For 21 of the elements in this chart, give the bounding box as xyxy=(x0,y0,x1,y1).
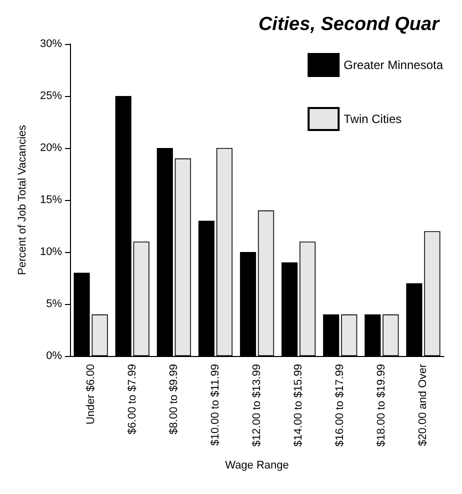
y-tick-label: 15% xyxy=(40,194,62,206)
y-axis-title: Percent of Job Total Vacancies xyxy=(16,124,28,276)
x-tick-label: $6.00 to $7.99 xyxy=(126,364,138,434)
y-tick-label: 10% xyxy=(40,246,62,258)
x-tick-label: Under $6.00 xyxy=(84,364,97,425)
x-tick-label: $10.00 to $11.99 xyxy=(209,364,222,446)
y-tick-label: 20% xyxy=(40,142,62,154)
legend-label: Twin Cities xyxy=(344,112,402,126)
chart-title: Cities, Second Quar xyxy=(258,14,441,35)
legend-label: Greater Minnesota xyxy=(344,58,444,72)
x-axis-title: Wage Range xyxy=(225,460,289,472)
y-tick-label: 0% xyxy=(46,350,62,362)
x-tick-label: $12.00 to $13.99 xyxy=(251,364,263,447)
x-tick-label: $16.00 to $17.99 xyxy=(334,364,346,447)
x-tick-label: $14.00 to $15.99 xyxy=(292,364,305,447)
x-tick-label: $8.00 to $9.99 xyxy=(168,364,180,434)
y-tick-label: 5% xyxy=(46,298,62,310)
y-tick-label: 30% xyxy=(40,38,62,50)
y-tick-label: 25% xyxy=(40,90,62,102)
x-tick-label: $18.00 to $19.99 xyxy=(376,364,388,447)
x-tick-label: $20.00 and Over xyxy=(417,364,430,446)
